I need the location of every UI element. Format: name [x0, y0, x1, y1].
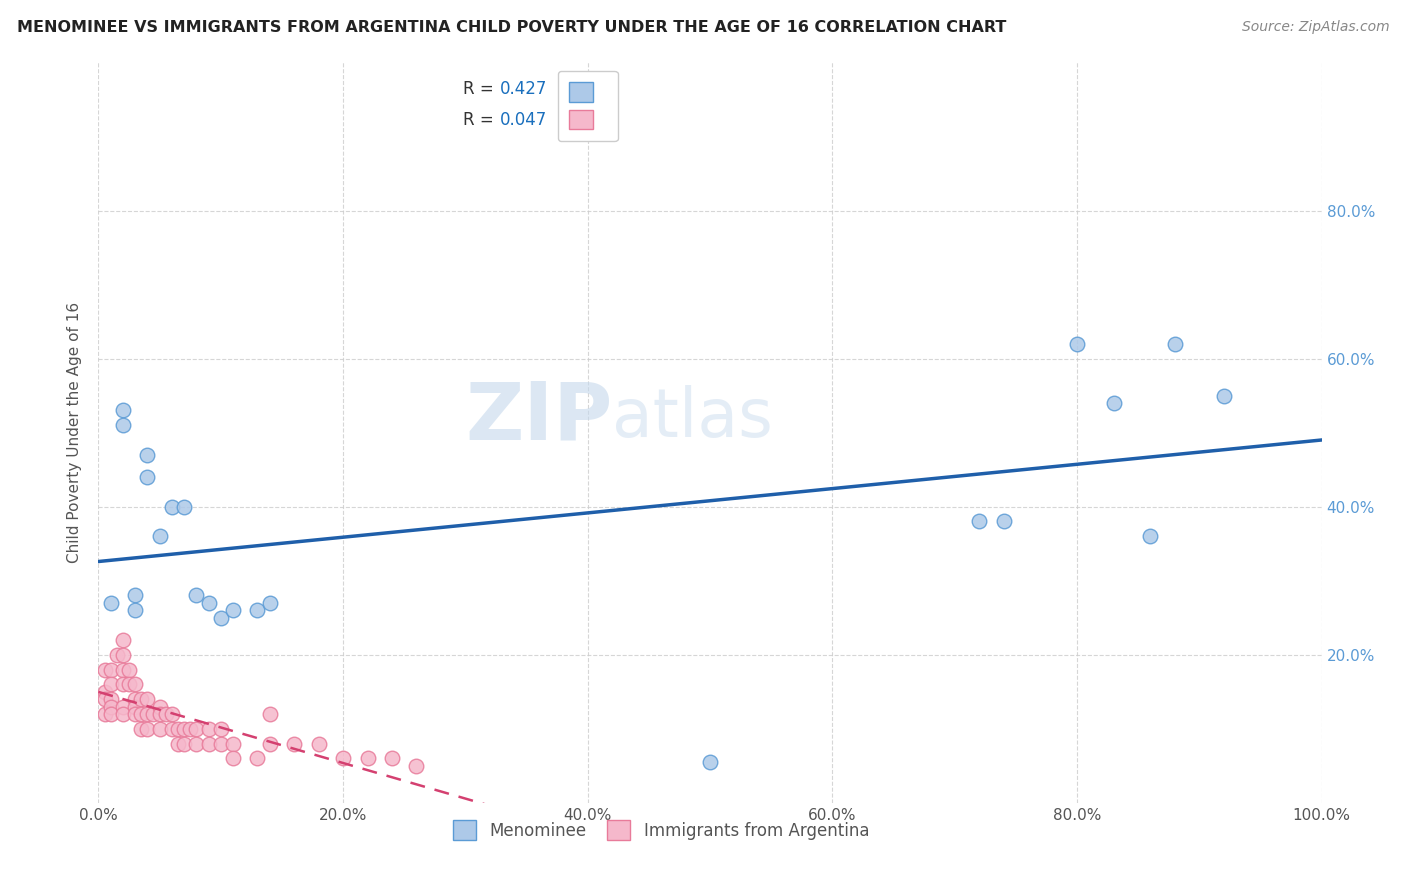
Point — [124, 692, 146, 706]
Point — [93, 685, 115, 699]
Point — [1164, 336, 1187, 351]
Point — [197, 596, 219, 610]
Point — [124, 589, 146, 603]
Text: MENOMINEE VS IMMIGRANTS FROM ARGENTINA CHILD POVERTY UNDER THE AGE OF 16 CORRELA: MENOMINEE VS IMMIGRANTS FROM ARGENTINA C… — [17, 20, 1007, 35]
Point — [197, 722, 219, 736]
Point — [111, 706, 134, 721]
Text: 0.047: 0.047 — [499, 111, 547, 128]
Point — [259, 706, 281, 721]
Point — [149, 529, 172, 543]
Point — [142, 706, 165, 721]
Point — [160, 706, 183, 721]
Point — [186, 589, 208, 603]
Point — [186, 722, 208, 736]
Point — [118, 677, 141, 691]
Point — [111, 699, 134, 714]
Point — [100, 699, 122, 714]
Point — [332, 751, 354, 765]
Point — [111, 418, 134, 433]
Point — [136, 706, 159, 721]
Point — [222, 737, 245, 751]
Point — [93, 663, 115, 677]
Point — [111, 677, 134, 691]
Point — [197, 737, 219, 751]
Point — [129, 692, 152, 706]
Point — [405, 758, 427, 772]
Point — [136, 470, 159, 484]
Text: atlas: atlas — [612, 384, 773, 450]
Point — [100, 706, 122, 721]
Point — [155, 706, 177, 721]
Point — [222, 603, 245, 617]
Point — [222, 751, 245, 765]
Point — [93, 692, 115, 706]
Point — [136, 692, 159, 706]
Point — [118, 663, 141, 677]
Point — [100, 663, 122, 677]
Point — [93, 706, 115, 721]
Point — [111, 632, 134, 647]
Point — [167, 737, 190, 751]
Text: N =: N = — [554, 111, 600, 128]
Point — [149, 722, 172, 736]
Point — [209, 610, 232, 624]
Point — [1212, 388, 1234, 402]
Point — [100, 677, 122, 691]
Point — [246, 603, 269, 617]
Point — [149, 706, 172, 721]
Point — [149, 699, 172, 714]
Point — [1066, 336, 1088, 351]
Point — [129, 722, 152, 736]
Point — [111, 403, 134, 417]
Point — [173, 722, 195, 736]
Point — [246, 751, 269, 765]
Point — [259, 596, 281, 610]
Point — [179, 722, 201, 736]
Point — [967, 515, 990, 529]
Point — [356, 751, 378, 765]
Text: ZIP: ZIP — [465, 379, 612, 457]
Point — [1102, 396, 1125, 410]
Point — [111, 648, 134, 662]
Legend: Menominee, Immigrants from Argentina: Menominee, Immigrants from Argentina — [447, 814, 876, 847]
Point — [186, 737, 208, 751]
Point — [699, 755, 721, 769]
Point — [111, 663, 134, 677]
Text: 24: 24 — [598, 79, 619, 97]
Y-axis label: Child Poverty Under the Age of 16: Child Poverty Under the Age of 16 — [67, 302, 83, 563]
Point — [124, 699, 146, 714]
Point — [993, 515, 1015, 529]
Text: 57: 57 — [598, 111, 619, 128]
Point — [136, 448, 159, 462]
Text: N =: N = — [554, 79, 600, 97]
Point — [160, 722, 183, 736]
Point — [1139, 529, 1161, 543]
Text: 0.427: 0.427 — [499, 79, 547, 97]
Text: R =: R = — [463, 111, 499, 128]
Point — [283, 737, 305, 751]
Point — [381, 751, 404, 765]
Text: R =: R = — [463, 79, 499, 97]
Point — [259, 737, 281, 751]
Point — [308, 737, 330, 751]
Point — [173, 737, 195, 751]
Point — [160, 500, 183, 514]
Point — [124, 603, 146, 617]
Point — [209, 737, 232, 751]
Point — [100, 596, 122, 610]
Point — [105, 648, 128, 662]
Point — [124, 706, 146, 721]
Point — [209, 722, 232, 736]
Point — [124, 677, 146, 691]
Point — [136, 722, 159, 736]
Text: Source: ZipAtlas.com: Source: ZipAtlas.com — [1241, 20, 1389, 34]
Point — [173, 500, 195, 514]
Point — [100, 692, 122, 706]
Point — [167, 722, 190, 736]
Point — [129, 706, 152, 721]
